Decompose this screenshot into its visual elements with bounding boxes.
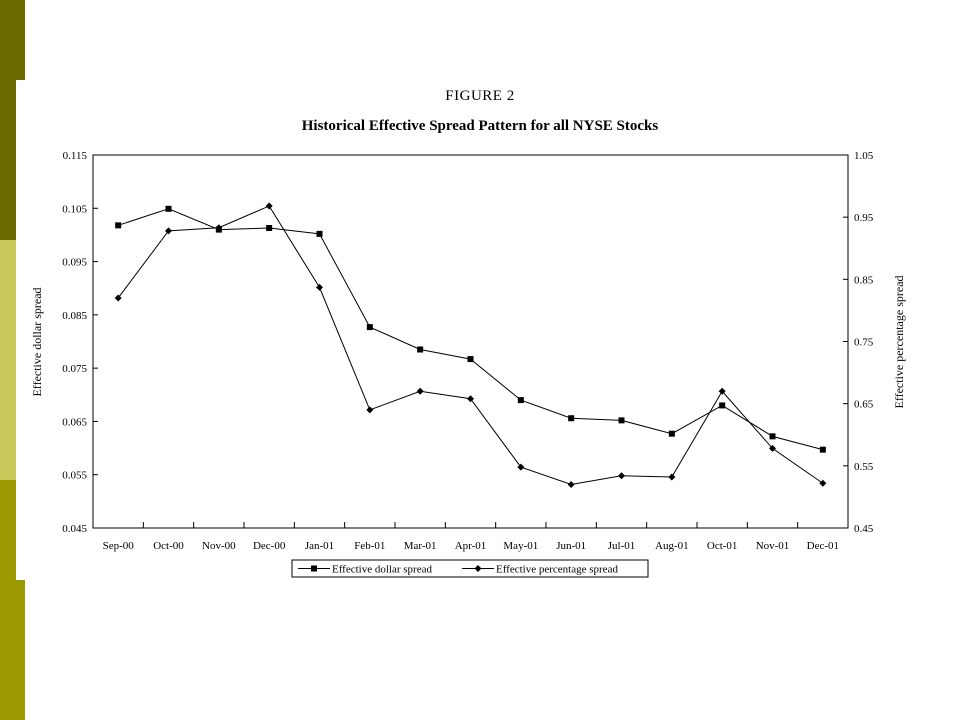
series-line-dollar-spread: [118, 208, 823, 451]
y-right-tick-label: 0.65: [854, 399, 874, 411]
diamond-point: [718, 387, 726, 395]
y-axis-left-label: Effective dollar spread: [30, 287, 44, 396]
x-tick-label: Jun-01: [556, 540, 586, 552]
figure-subtitle: Historical Effective Spread Pattern for …: [301, 118, 659, 134]
diamond-point: [517, 463, 525, 471]
y-left-tick-label: 0.105: [62, 203, 87, 215]
diamond-point: [668, 473, 676, 481]
square-point: [316, 230, 323, 237]
diamond-point: [416, 387, 424, 395]
sidebar-dark-block-lower: [0, 80, 16, 240]
y-left-tick-label: 0.045: [62, 523, 87, 535]
sidebar-light-block: [0, 240, 16, 480]
diamond-point: [215, 224, 223, 232]
diamond-point: [165, 227, 172, 235]
square-point: [311, 565, 317, 572]
square-point: [467, 356, 474, 363]
x-tick-label: May-01: [503, 540, 538, 552]
y-right-tick-label: 0.45: [854, 523, 874, 535]
square-point: [668, 430, 675, 437]
y-left-tick-label: 0.055: [62, 470, 87, 482]
square-point: [165, 205, 172, 212]
sidebar-stripe-upper: [16, 80, 25, 580]
legend-label: Effective dollar spread: [332, 564, 432, 576]
x-tick-label: Oct-01: [707, 540, 738, 552]
x-tick-label: Dec-00: [253, 540, 286, 552]
plot-frame: [92, 154, 849, 529]
y-left-tick-label: 0.065: [62, 416, 87, 428]
y-right-tick-label: 1.05: [854, 150, 874, 162]
y-left-tick-label: 0.085: [62, 310, 87, 322]
square-point: [719, 402, 726, 409]
sidebar-stripe-lower: [16, 580, 25, 720]
y-axis-right-label: Effective percentage spread: [892, 275, 906, 408]
square-point: [819, 446, 826, 453]
square-point: [366, 324, 373, 331]
diamond-point: [769, 444, 776, 452]
diamond-point: [265, 202, 273, 210]
diamond-point: [819, 479, 827, 487]
diamond-point: [114, 294, 122, 302]
y-right-tick-label: 0.85: [854, 274, 874, 286]
x-tick-label: Mar-01: [404, 540, 437, 552]
sidebar-olive-block: [0, 480, 16, 720]
x-tick-label: Feb-01: [354, 540, 385, 552]
x-tick-label: Aug-01: [655, 540, 689, 552]
x-tick-label: Jul-01: [608, 540, 636, 552]
y-left-tick-label: 0.115: [63, 150, 88, 162]
x-tick-label: Nov-00: [202, 540, 236, 552]
y-right-tick-label: 0.95: [854, 212, 874, 224]
x-tick-label: Nov-01: [756, 540, 790, 552]
square-point: [568, 415, 575, 422]
diamond-point: [567, 480, 575, 488]
x-tick-label: Sep-00: [103, 540, 135, 552]
square-point: [417, 346, 424, 353]
figure-title: FIGURE 2: [445, 88, 515, 104]
square-point: [517, 397, 524, 404]
diamond-point: [467, 395, 474, 403]
diamond-point: [316, 283, 323, 291]
square-point: [115, 222, 122, 229]
y-right-tick-label: 0.55: [854, 461, 874, 473]
legend-label: Effective percentage spread: [496, 564, 618, 576]
square-point: [618, 417, 625, 424]
sidebar-dark-block: [0, 0, 25, 80]
x-tick-label: Apr-01: [455, 540, 487, 552]
square-point: [266, 225, 273, 232]
y-right-tick-label: 0.75: [854, 337, 874, 349]
y-left-tick-label: 0.095: [62, 257, 87, 269]
diamond-point: [618, 472, 625, 480]
y-left-tick-label: 0.075: [62, 363, 87, 375]
x-tick-label: Dec-01: [807, 540, 839, 552]
diamond-point: [474, 565, 482, 572]
x-tick-label: Jan-01: [305, 540, 334, 552]
x-tick-label: Oct-00: [153, 540, 184, 552]
diamond-point: [366, 406, 374, 414]
square-point: [769, 433, 776, 440]
series-line-percentage-spread: [117, 205, 824, 485]
